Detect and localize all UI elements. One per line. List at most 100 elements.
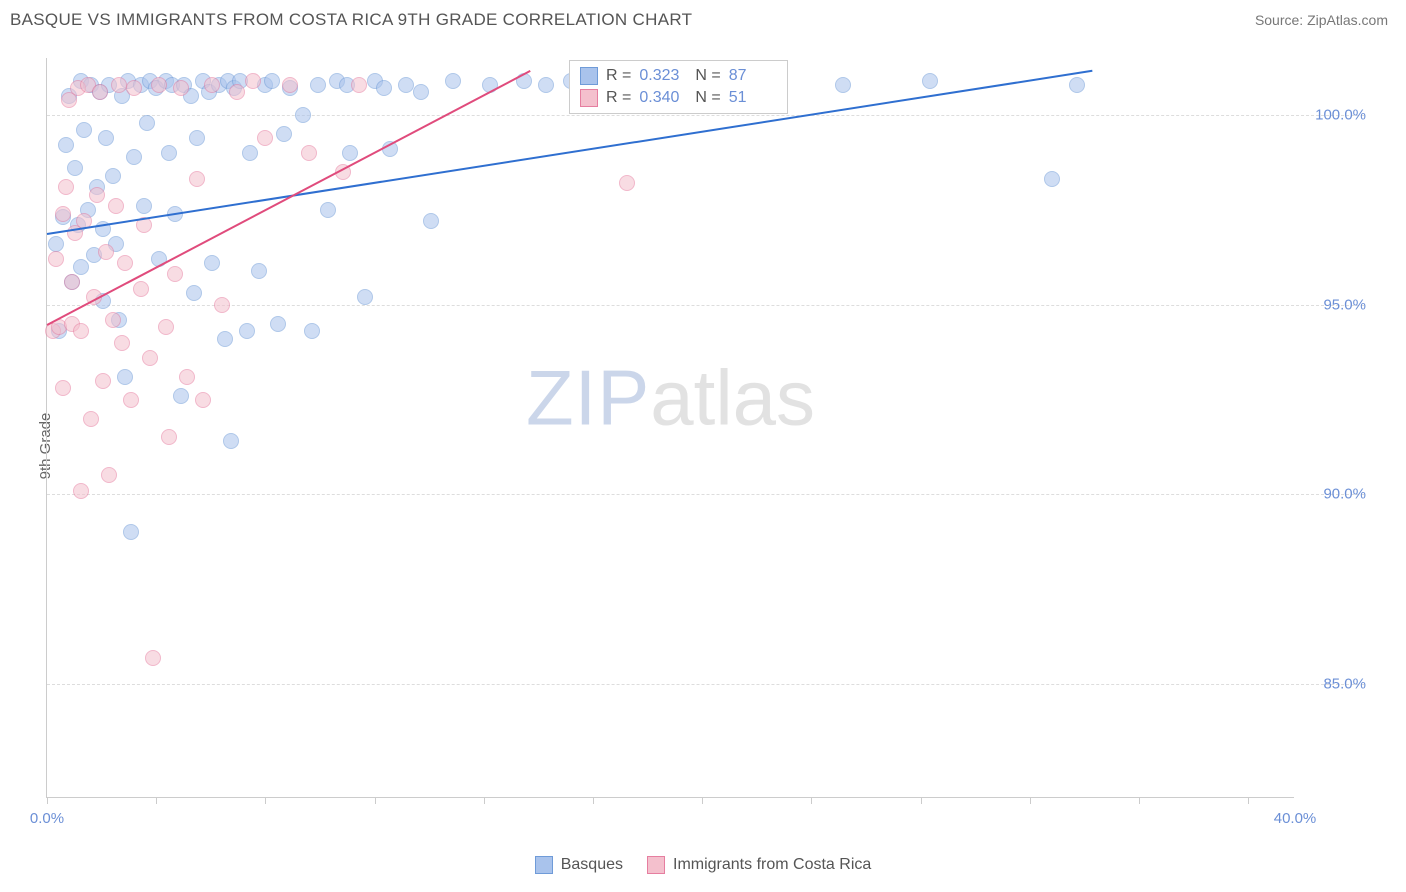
data-point [101,467,117,483]
data-point [295,107,311,123]
stat-r-value: 0.340 [639,89,687,107]
legend-item-costa-rica: Immigrants from Costa Rica [647,856,871,874]
stats-row: R = 0.323 N = 87 [580,65,777,87]
data-point [1069,77,1085,93]
data-point [320,202,336,218]
data-point [257,130,273,146]
data-point [376,80,392,96]
chart-legend: Basques Immigrants from Costa Rica [0,856,1406,874]
data-point [123,524,139,540]
data-point [342,145,358,161]
data-point [204,255,220,271]
data-point [264,73,280,89]
data-point [619,175,635,191]
data-point [67,160,83,176]
data-point [242,145,258,161]
data-point [161,429,177,445]
y-tick-label: 85.0% [1302,676,1366,693]
data-point [111,77,127,93]
x-tick [375,797,376,804]
series-swatch-icon [580,67,598,85]
data-point [276,126,292,142]
data-point [151,77,167,93]
y-tick-label: 95.0% [1302,296,1366,313]
data-point [126,149,142,165]
data-point [251,263,267,279]
data-point [55,206,71,222]
data-point [76,122,92,138]
data-point [214,297,230,313]
data-point [204,77,220,93]
data-point [1044,171,1060,187]
data-point [351,77,367,93]
legend-label: Immigrants from Costa Rica [673,856,871,874]
data-point [217,331,233,347]
data-point [270,316,286,332]
data-point [55,380,71,396]
watermark: ZIPatlas [526,352,815,443]
data-point [73,259,89,275]
x-tick [265,797,266,804]
data-point [139,115,155,131]
data-point [158,319,174,335]
legend-item-basques: Basques [535,856,623,874]
data-point [239,323,255,339]
data-point [186,285,202,301]
data-point [73,323,89,339]
chart-title: BASQUE VS IMMIGRANTS FROM COSTA RICA 9TH… [10,10,692,30]
data-point [48,236,64,252]
data-point [835,77,851,93]
data-point [123,392,139,408]
data-point [105,168,121,184]
data-point [195,392,211,408]
data-point [229,84,245,100]
gridline [47,494,1364,495]
x-tick-label: 0.0% [30,810,64,827]
data-point [92,84,108,100]
data-point [538,77,554,93]
stats-box: R =0.323N =87R =0.340N =51 [569,60,788,114]
stat-r-value: 0.323 [639,67,687,85]
gridline [47,115,1364,116]
data-point [105,312,121,328]
stat-n-value: 87 [729,67,777,85]
data-point [145,650,161,666]
data-point [95,373,111,389]
y-tick-label: 100.0% [1302,106,1366,123]
legend-swatch-icon [647,856,665,874]
data-point [117,255,133,271]
data-point [142,350,158,366]
data-point [922,73,938,89]
x-tick [484,797,485,804]
stat-r-label: R = [606,89,631,107]
data-point [223,433,239,449]
data-point [73,483,89,499]
data-point [64,274,80,290]
x-tick [47,797,48,804]
data-point [108,198,124,214]
x-tick [1030,797,1031,804]
data-point [126,80,142,96]
legend-swatch-icon [535,856,553,874]
data-point [282,77,298,93]
stat-n-label: N = [695,67,720,85]
data-point [398,77,414,93]
data-point [58,137,74,153]
x-tick [1139,797,1140,804]
data-point [58,179,74,195]
data-point [136,198,152,214]
x-tick [921,797,922,804]
data-point [423,213,439,229]
x-tick [811,797,812,804]
data-point [133,281,149,297]
data-point [310,77,326,93]
stat-r-label: R = [606,67,631,85]
data-point [301,145,317,161]
data-point [98,130,114,146]
data-point [189,171,205,187]
data-point [173,388,189,404]
data-point [189,130,205,146]
gridline [47,684,1364,685]
data-point [179,369,195,385]
data-point [117,369,133,385]
